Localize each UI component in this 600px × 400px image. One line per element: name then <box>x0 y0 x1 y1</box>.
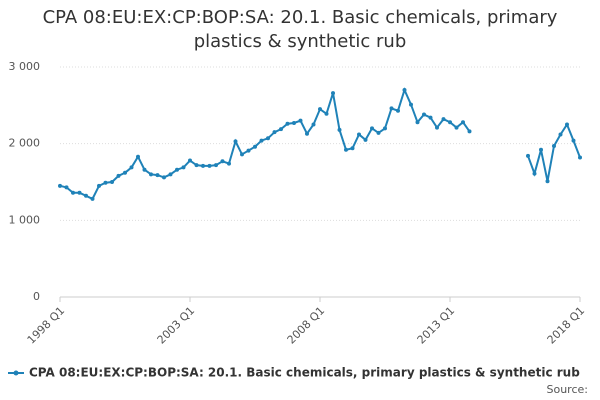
point <box>454 125 459 130</box>
point <box>350 146 355 151</box>
series-line <box>59 87 581 201</box>
point <box>90 196 95 201</box>
point <box>285 121 290 126</box>
point <box>409 102 413 107</box>
point <box>565 122 569 127</box>
x-tick-label: 2003 Q1 <box>155 304 198 347</box>
point <box>402 88 407 92</box>
point <box>370 126 374 131</box>
point <box>363 137 368 142</box>
point <box>383 126 387 131</box>
point <box>305 131 309 136</box>
point <box>552 143 556 148</box>
point <box>337 127 342 132</box>
point <box>123 170 127 175</box>
point <box>240 152 244 157</box>
point <box>331 91 335 96</box>
point <box>578 155 582 160</box>
point <box>357 132 361 137</box>
point <box>324 111 329 116</box>
point <box>116 173 121 178</box>
point <box>532 171 537 176</box>
point <box>168 172 173 177</box>
point <box>448 120 452 125</box>
point <box>220 159 225 164</box>
x-tick-label: 2018 Q1 <box>545 304 588 347</box>
point <box>311 122 316 127</box>
point <box>441 117 446 122</box>
point <box>181 165 186 170</box>
x-tick-label: 1998 Q1 <box>25 304 68 347</box>
point <box>298 118 303 123</box>
point <box>428 115 433 120</box>
point <box>396 108 400 113</box>
point <box>136 154 140 159</box>
point <box>344 147 348 152</box>
point <box>253 144 257 149</box>
point <box>194 163 199 168</box>
point <box>571 138 576 143</box>
point <box>207 163 212 168</box>
point <box>162 175 166 180</box>
y-tick-label: 0 <box>33 290 40 303</box>
point <box>246 148 251 153</box>
point <box>422 112 426 117</box>
point <box>272 130 277 135</box>
point <box>415 120 420 125</box>
point <box>142 167 147 172</box>
point <box>233 139 238 144</box>
point <box>558 132 563 137</box>
legend-label: CPA 08:EU:EX:CP:BOP:SA: 20.1. Basic chem… <box>29 366 580 380</box>
point <box>155 173 160 178</box>
y-tick-label: 1 000 <box>9 213 41 226</box>
point <box>71 190 75 195</box>
point <box>149 172 153 177</box>
point <box>545 179 550 184</box>
source: Source: <box>547 383 589 396</box>
point <box>266 136 270 141</box>
point <box>214 163 218 168</box>
point <box>227 161 231 166</box>
point <box>279 127 283 132</box>
point <box>77 190 82 195</box>
point <box>435 125 439 130</box>
point <box>97 183 101 188</box>
point <box>103 180 108 185</box>
point <box>84 193 88 198</box>
point <box>175 167 179 172</box>
point <box>188 158 192 163</box>
point <box>389 106 394 111</box>
x-tick-label: 2013 Q1 <box>415 304 458 347</box>
x-tick-label: 2008 Q1 <box>285 304 328 347</box>
point <box>467 129 472 134</box>
point <box>201 163 205 168</box>
point <box>461 120 465 125</box>
point <box>539 147 543 152</box>
point <box>259 138 264 143</box>
point <box>292 120 296 125</box>
point <box>58 183 62 188</box>
point <box>376 130 381 135</box>
point <box>64 185 69 190</box>
point <box>110 180 114 184</box>
point <box>526 153 530 158</box>
point <box>129 165 134 170</box>
y-tick-label: 3 000 <box>9 60 41 73</box>
y-tick-label: 2 000 <box>9 137 41 150</box>
chart-title: CPA 08:EU:EX:CP:BOP:SA: 20.1. Basic chem… <box>42 7 558 52</box>
point <box>318 107 322 112</box>
legend-marker <box>13 370 19 376</box>
